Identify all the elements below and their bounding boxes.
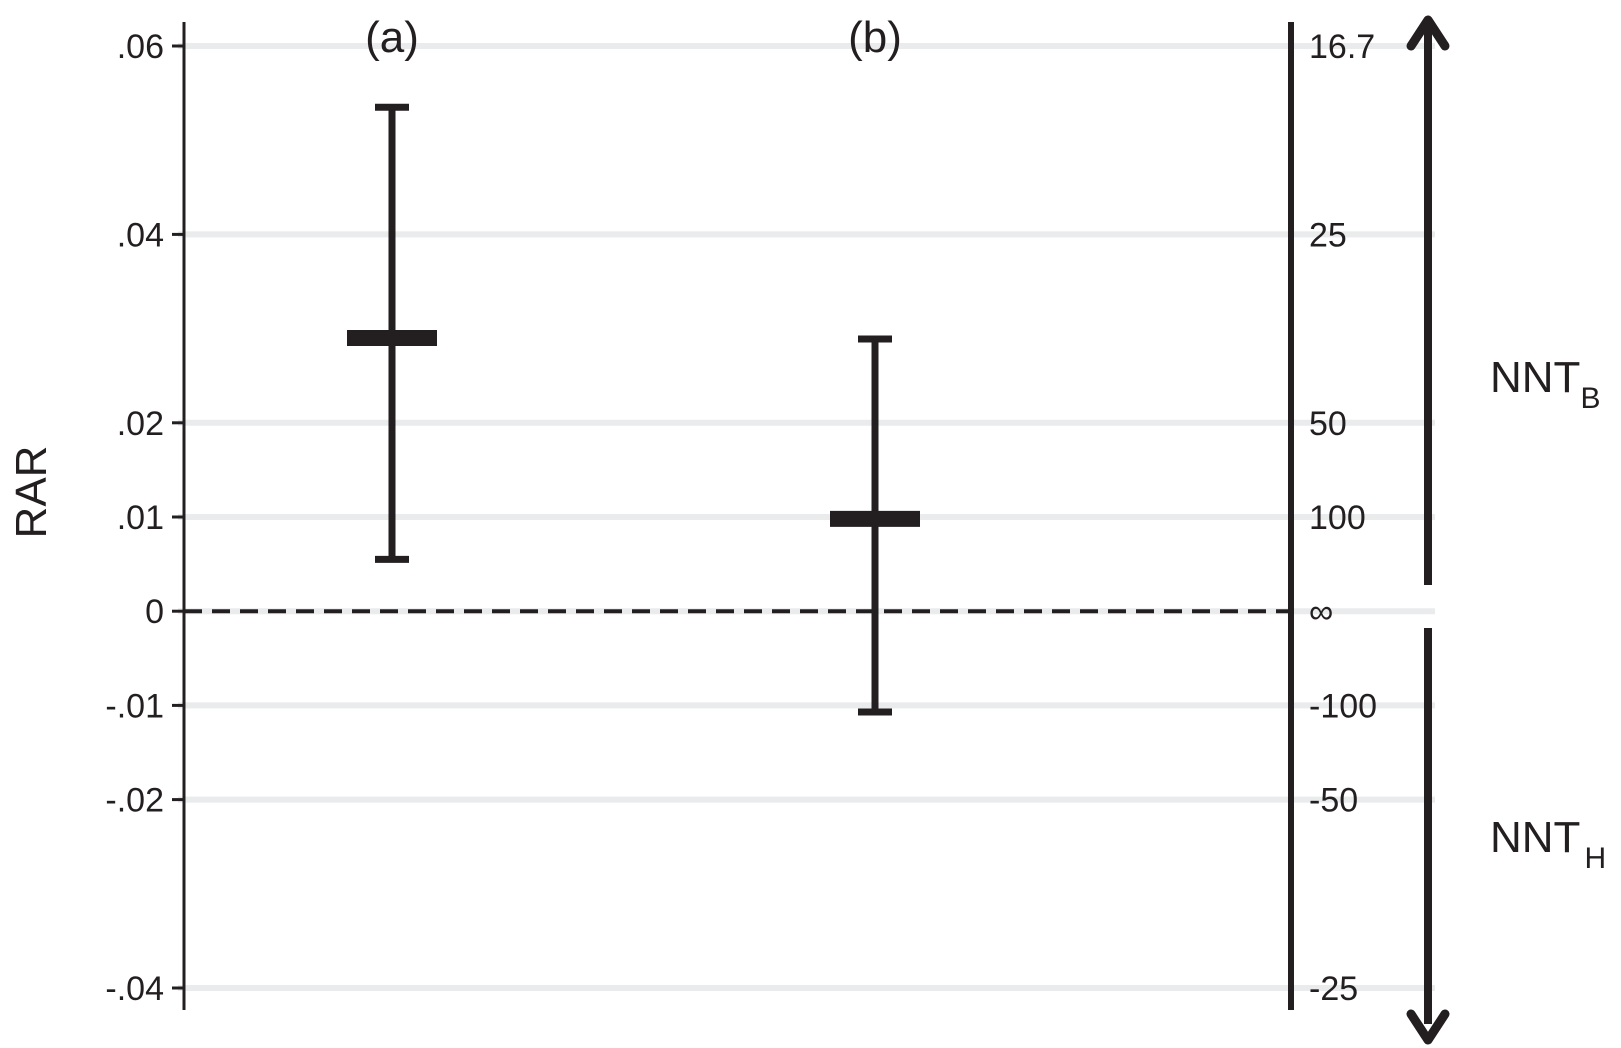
nnt-arrows <box>1406 15 1450 1045</box>
nnt-benefit-label: NNTB <box>1490 353 1600 415</box>
y-tick-label: -.01 <box>105 687 164 725</box>
y-tick-label: .04 <box>117 216 164 254</box>
error-bars <box>347 103 920 716</box>
nnt-harm-label: NNT H <box>1490 813 1606 875</box>
nnt-tick-label: 16.7 <box>1309 28 1375 66</box>
category-label: (a) <box>365 13 419 62</box>
category-label: (b) <box>848 13 902 62</box>
y-tick-label: .01 <box>117 499 164 537</box>
y-tick-label: .06 <box>117 28 164 66</box>
arrow-down-icon <box>1406 1009 1450 1045</box>
nnt-tick-label: 50 <box>1309 405 1347 443</box>
nnt-tick-label: -100 <box>1309 687 1377 725</box>
axes <box>172 22 1294 1010</box>
nnt-tick-label: 100 <box>1309 499 1366 537</box>
nnt-tick-label: -50 <box>1309 782 1358 820</box>
side-label-main: NNT <box>1490 353 1580 402</box>
side-label-main: NNT <box>1490 813 1580 862</box>
labels: .06 .04 .02 .01 0 -.01 -.02 -.04 16.7 25 50 100 ∞ -10… <box>105 13 1606 1008</box>
arrow-up-icon <box>1406 15 1450 51</box>
nnt-tick-label: -25 <box>1309 970 1358 1008</box>
side-label-subscript: H <box>1584 842 1606 875</box>
nnt-tick-label: ∞ <box>1309 593 1333 631</box>
side-label-subscript: B <box>1580 382 1600 415</box>
y-tick-label: -.04 <box>105 970 164 1008</box>
y-tick-label: 0 <box>145 593 164 631</box>
y-axis-label: RAR <box>7 446 56 539</box>
gridlines <box>178 43 1435 991</box>
y-tick-label: -.02 <box>105 782 164 820</box>
nnt-tick-label: 25 <box>1309 216 1347 254</box>
y-tick-label: .02 <box>117 405 164 443</box>
